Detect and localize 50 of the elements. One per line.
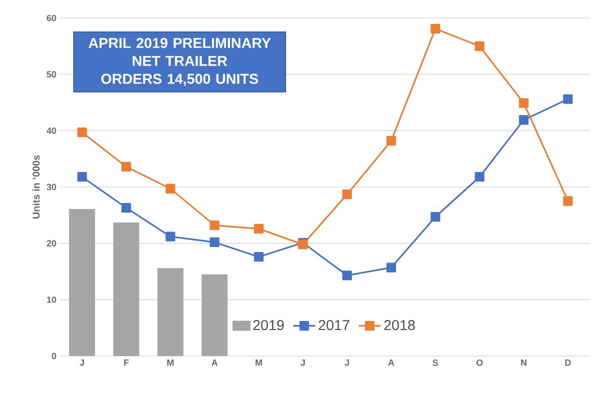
y-tick-label: 50 [46,71,56,78]
point [77,128,87,138]
legend-label: 2017 [318,320,350,330]
x-tick-label: A [212,360,218,366]
bar [157,268,184,356]
bar [202,274,228,356]
x-tick-label: O [476,360,483,366]
x-tick-label: S [432,360,438,366]
point [342,190,352,200]
point [474,172,484,182]
point [254,224,264,234]
x-tick-label: A [388,360,394,366]
y-tick-label: 20 [46,240,56,247]
point [474,41,484,51]
point [166,232,176,242]
y-tick-label: 10 [47,296,56,303]
point [430,212,440,222]
x-tick-label: D [565,360,571,366]
y-tick-label: 0 [52,352,56,360]
y-tick-label: 30 [46,184,56,190]
x-tick-label: M [256,360,262,366]
y-axis-title: Units in ‘000s [32,155,40,219]
point [518,98,529,108]
x-tick-label: N [521,360,526,366]
x-tick-label: J [300,360,305,366]
x-tick-label: J [344,360,349,366]
legend-label: 2019 [253,320,284,330]
point [386,262,396,272]
point [563,196,573,206]
point [430,24,440,34]
point [386,136,396,146]
y-tick-label: 40 [46,127,56,134]
y-tick-label: 60 [46,14,56,22]
point [166,184,176,194]
bar [69,208,96,356]
x-tick-label: F [124,360,129,366]
point [210,220,220,230]
point [121,203,132,213]
x-tick-label: M [167,360,174,366]
bar [113,222,140,356]
point [254,252,264,262]
point [210,237,220,248]
annotation: APRIL 2019 PRELIMINARY NET TRAILER ORDERS 14,500 UNITS [88,38,271,86]
point [121,162,132,172]
x-tick-label: J [80,360,84,366]
point [342,270,352,280]
point [77,172,87,182]
legend-label: 2018 [384,320,415,330]
point [518,115,529,125]
point [563,94,573,104]
